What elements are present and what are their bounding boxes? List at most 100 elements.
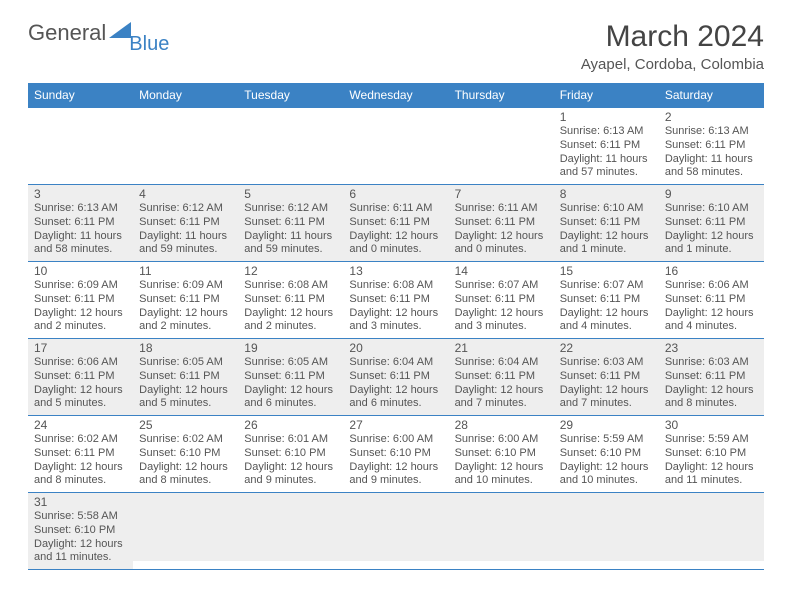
calendar-cell: 21Sunrise: 6:04 AMSunset: 6:11 PMDayligh… <box>449 339 554 416</box>
calendar-cell: 30Sunrise: 5:59 AMSunset: 6:10 PMDayligh… <box>659 416 764 493</box>
sunset-line: Sunset: 6:11 PM <box>139 370 232 384</box>
day-cell: 20Sunrise: 6:04 AMSunset: 6:11 PMDayligh… <box>343 339 448 415</box>
daylight-line: and 9 minutes. <box>244 474 337 488</box>
day-cell: 13Sunrise: 6:08 AMSunset: 6:11 PMDayligh… <box>343 262 448 338</box>
daylight-line: Daylight: 12 hours <box>349 307 442 321</box>
day-cell: 3Sunrise: 6:13 AMSunset: 6:11 PMDaylight… <box>28 185 133 261</box>
brand-text-1: General <box>28 20 106 46</box>
calendar-cell <box>659 493 764 570</box>
sunrise-line: Sunrise: 6:04 AM <box>455 356 548 370</box>
day-number: 21 <box>455 341 548 356</box>
sunset-line: Sunset: 6:11 PM <box>665 216 758 230</box>
sunset-line: Sunset: 6:11 PM <box>349 216 442 230</box>
daylight-line: and 3 minutes. <box>455 320 548 334</box>
daylight-line: Daylight: 12 hours <box>34 461 127 475</box>
day-cell: 26Sunrise: 6:01 AMSunset: 6:10 PMDayligh… <box>238 416 343 492</box>
sunrise-line: Sunrise: 5:59 AM <box>665 433 758 447</box>
daylight-line: Daylight: 12 hours <box>665 461 758 475</box>
daylight-line: and 6 minutes. <box>244 397 337 411</box>
empty-cell <box>343 108 448 176</box>
calendar-week: 10Sunrise: 6:09 AMSunset: 6:11 PMDayligh… <box>28 262 764 339</box>
sunset-line: Sunset: 6:10 PM <box>139 447 232 461</box>
daylight-line: and 0 minutes. <box>349 243 442 257</box>
sunset-line: Sunset: 6:10 PM <box>349 447 442 461</box>
day-cell: 22Sunrise: 6:03 AMSunset: 6:11 PMDayligh… <box>554 339 659 415</box>
day-number: 25 <box>139 418 232 433</box>
calendar-cell: 31Sunrise: 5:58 AMSunset: 6:10 PMDayligh… <box>28 493 133 570</box>
empty-cell <box>449 493 554 561</box>
daylight-line: and 9 minutes. <box>349 474 442 488</box>
sunset-line: Sunset: 6:11 PM <box>34 370 127 384</box>
daylight-line: and 58 minutes. <box>34 243 127 257</box>
calendar-week: 31Sunrise: 5:58 AMSunset: 6:10 PMDayligh… <box>28 493 764 570</box>
calendar-cell: 1Sunrise: 6:13 AMSunset: 6:11 PMDaylight… <box>554 108 659 185</box>
day-number: 13 <box>349 264 442 279</box>
daylight-line: and 5 minutes. <box>34 397 127 411</box>
calendar-cell <box>449 493 554 570</box>
calendar-cell: 3Sunrise: 6:13 AMSunset: 6:11 PMDaylight… <box>28 185 133 262</box>
sunset-line: Sunset: 6:11 PM <box>244 216 337 230</box>
calendar-cell: 14Sunrise: 6:07 AMSunset: 6:11 PMDayligh… <box>449 262 554 339</box>
daylight-line: Daylight: 12 hours <box>244 307 337 321</box>
daylight-line: Daylight: 12 hours <box>349 461 442 475</box>
calendar-cell: 28Sunrise: 6:00 AMSunset: 6:10 PMDayligh… <box>449 416 554 493</box>
daylight-line: Daylight: 12 hours <box>349 230 442 244</box>
sunset-line: Sunset: 6:11 PM <box>34 447 127 461</box>
day-cell: 28Sunrise: 6:00 AMSunset: 6:10 PMDayligh… <box>449 416 554 492</box>
daylight-line: Daylight: 12 hours <box>34 384 127 398</box>
daylight-line: Daylight: 11 hours <box>34 230 127 244</box>
day-number: 2 <box>665 110 758 125</box>
sunrise-line: Sunrise: 5:59 AM <box>560 433 653 447</box>
calendar-cell: 7Sunrise: 6:11 AMSunset: 6:11 PMDaylight… <box>449 185 554 262</box>
sunrise-line: Sunrise: 6:06 AM <box>665 279 758 293</box>
daylight-line: and 59 minutes. <box>244 243 337 257</box>
day-cell: 2Sunrise: 6:13 AMSunset: 6:11 PMDaylight… <box>659 108 764 184</box>
daylight-line: Daylight: 12 hours <box>34 538 127 552</box>
calendar-table: Sunday Monday Tuesday Wednesday Thursday… <box>28 83 764 570</box>
col-tuesday: Tuesday <box>238 83 343 108</box>
header-bar: General Blue March 2024 Ayapel, Cordoba,… <box>28 20 764 73</box>
daylight-line: and 2 minutes. <box>139 320 232 334</box>
daylight-line: Daylight: 12 hours <box>665 307 758 321</box>
calendar-cell <box>238 108 343 185</box>
sunrise-line: Sunrise: 6:07 AM <box>455 279 548 293</box>
empty-cell <box>133 108 238 176</box>
day-number: 29 <box>560 418 653 433</box>
calendar-cell: 12Sunrise: 6:08 AMSunset: 6:11 PMDayligh… <box>238 262 343 339</box>
day-number: 14 <box>455 264 548 279</box>
empty-cell <box>238 493 343 561</box>
daylight-line: and 10 minutes. <box>455 474 548 488</box>
day-number: 5 <box>244 187 337 202</box>
page-subtitle: Ayapel, Cordoba, Colombia <box>581 56 764 73</box>
daylight-line: and 6 minutes. <box>349 397 442 411</box>
sunrise-line: Sunrise: 6:10 AM <box>560 202 653 216</box>
calendar-cell: 18Sunrise: 6:05 AMSunset: 6:11 PMDayligh… <box>133 339 238 416</box>
daylight-line: and 7 minutes. <box>560 397 653 411</box>
day-number: 17 <box>34 341 127 356</box>
calendar-cell <box>133 493 238 570</box>
daylight-line: and 4 minutes. <box>560 320 653 334</box>
sunrise-line: Sunrise: 6:12 AM <box>244 202 337 216</box>
day-number: 23 <box>665 341 758 356</box>
sunrise-line: Sunrise: 6:05 AM <box>244 356 337 370</box>
calendar-cell: 9Sunrise: 6:10 AMSunset: 6:11 PMDaylight… <box>659 185 764 262</box>
calendar-cell: 29Sunrise: 5:59 AMSunset: 6:10 PMDayligh… <box>554 416 659 493</box>
calendar-cell: 23Sunrise: 6:03 AMSunset: 6:11 PMDayligh… <box>659 339 764 416</box>
calendar-cell <box>554 493 659 570</box>
daylight-line: Daylight: 12 hours <box>665 384 758 398</box>
sunrise-line: Sunrise: 6:08 AM <box>349 279 442 293</box>
sunrise-line: Sunrise: 6:00 AM <box>349 433 442 447</box>
empty-cell <box>28 108 133 176</box>
daylight-line: Daylight: 12 hours <box>244 461 337 475</box>
calendar-cell: 5Sunrise: 6:12 AMSunset: 6:11 PMDaylight… <box>238 185 343 262</box>
day-cell: 1Sunrise: 6:13 AMSunset: 6:11 PMDaylight… <box>554 108 659 184</box>
daylight-line: Daylight: 12 hours <box>455 307 548 321</box>
calendar-cell: 6Sunrise: 6:11 AMSunset: 6:11 PMDaylight… <box>343 185 448 262</box>
calendar-week: 24Sunrise: 6:02 AMSunset: 6:11 PMDayligh… <box>28 416 764 493</box>
day-number: 15 <box>560 264 653 279</box>
daylight-line: and 8 minutes. <box>139 474 232 488</box>
daylight-line: and 11 minutes. <box>665 474 758 488</box>
daylight-line: Daylight: 12 hours <box>665 230 758 244</box>
daylight-line: and 11 minutes. <box>34 551 127 565</box>
day-cell: 12Sunrise: 6:08 AMSunset: 6:11 PMDayligh… <box>238 262 343 338</box>
